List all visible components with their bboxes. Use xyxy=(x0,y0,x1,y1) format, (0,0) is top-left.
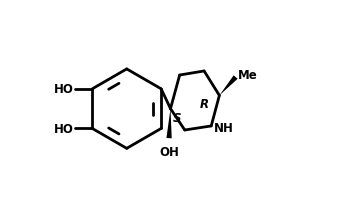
Text: Me: Me xyxy=(238,68,258,81)
Text: S: S xyxy=(173,112,181,125)
Polygon shape xyxy=(166,109,172,139)
Text: R: R xyxy=(200,98,209,111)
Text: HO: HO xyxy=(54,83,74,96)
Text: NH: NH xyxy=(214,122,234,135)
Text: OH: OH xyxy=(160,146,179,159)
Polygon shape xyxy=(219,76,238,96)
Text: HO: HO xyxy=(54,122,74,135)
